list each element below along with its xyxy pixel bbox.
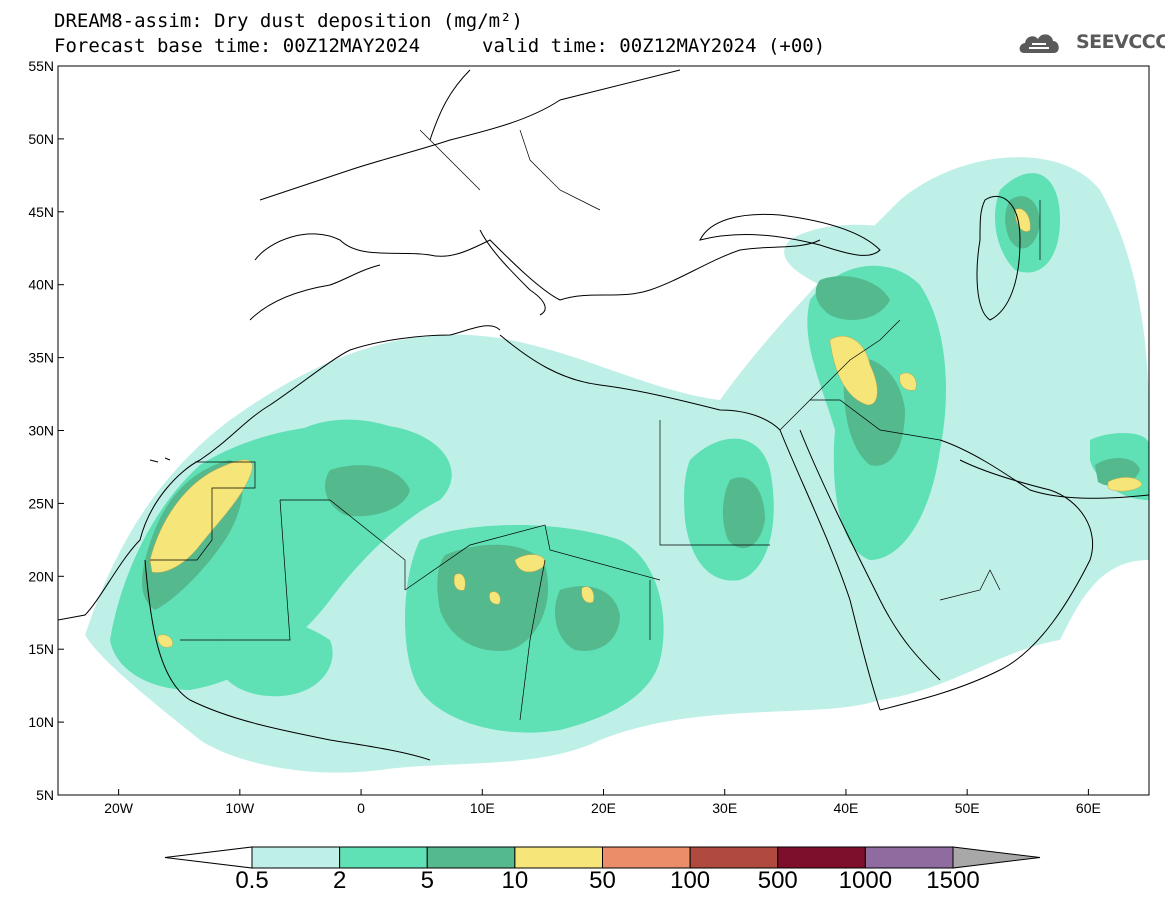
dust-field bbox=[85, 157, 1149, 773]
coastlines bbox=[58, 69, 1149, 761]
lon-tick-label: 30E bbox=[712, 800, 737, 816]
lon-tick-label: 10E bbox=[470, 800, 495, 816]
lat-tick-label: 30N bbox=[28, 423, 54, 439]
lat-tick-label: 25N bbox=[28, 495, 54, 511]
colorbar-label: 0.5 bbox=[235, 867, 269, 894]
lon-tick-label: 60E bbox=[1076, 800, 1101, 816]
lat-tick-label: 50N bbox=[28, 131, 54, 147]
chart-title: DREAM8-assim: Dry dust deposition (mg/m²… bbox=[54, 10, 523, 32]
lon-tick-label: 20W bbox=[104, 800, 134, 816]
lon-tick-label: 0 bbox=[357, 800, 365, 816]
lat-tick-label: 5N bbox=[36, 787, 54, 803]
valid-time: valid time: 00Z12MAY2024 (+00) bbox=[482, 35, 826, 57]
logo-text: SEEVCCC bbox=[1076, 31, 1165, 53]
lat-tick-label: 10N bbox=[28, 714, 54, 730]
longitude-ticks: 20W 10W 0 10E 20E 30E 40E 50E 60E bbox=[104, 789, 1101, 816]
colorbar-label: 500 bbox=[757, 867, 798, 894]
colorbar-label: 100 bbox=[670, 867, 711, 894]
colorbar-label: 5 bbox=[420, 867, 434, 894]
lat-tick-label: 20N bbox=[28, 568, 54, 584]
lat-tick-label: 15N bbox=[28, 641, 54, 657]
country-borders bbox=[150, 129, 1041, 721]
lon-tick-label: 40E bbox=[833, 800, 858, 816]
forecast-base-time: Forecast base time: 00Z12MAY2024 bbox=[54, 35, 421, 57]
colorbar-label: 10 bbox=[501, 867, 529, 894]
lon-tick-label: 20E bbox=[591, 800, 616, 816]
lon-tick-label: 50E bbox=[955, 800, 980, 816]
lat-tick-label: 35N bbox=[28, 350, 54, 366]
colorbar-label: 1500 bbox=[926, 867, 980, 894]
colorbar-label: 50 bbox=[589, 867, 616, 894]
lat-tick-label: 45N bbox=[28, 204, 54, 220]
cloud-icon bbox=[1019, 34, 1059, 53]
lon-tick-label: 10W bbox=[225, 800, 255, 816]
colorbar-label: 1000 bbox=[838, 867, 893, 894]
latitude-ticks: 55N 50N 45N 40N 35N 30N 25N 20N 15N 10N 5N bbox=[28, 58, 64, 803]
lat-tick-label: 40N bbox=[28, 277, 54, 293]
lat-tick-label: 55N bbox=[28, 58, 54, 74]
colorbar-label: 2 bbox=[332, 867, 347, 894]
